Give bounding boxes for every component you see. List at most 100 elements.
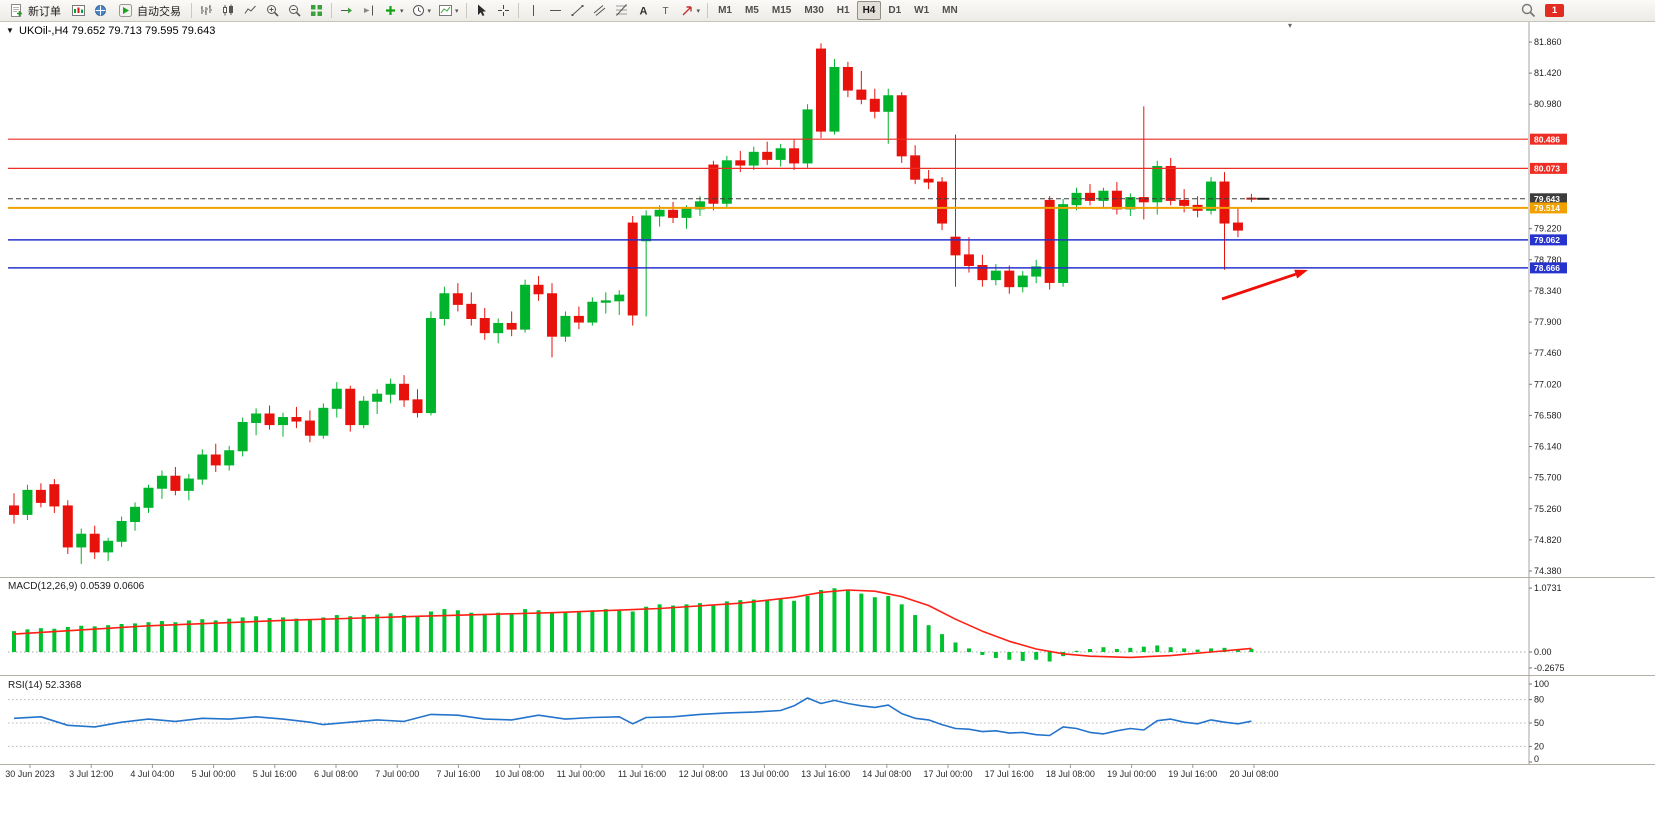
svg-text:11 Jul 00:00: 11 Jul 00:00	[557, 769, 605, 779]
zoom-out-button[interactable]	[284, 2, 305, 20]
arrows-dropdown-caret[interactable]: ▾	[696, 7, 701, 15]
tf-m15-button[interactable]: M15	[766, 1, 797, 20]
new-order-label: 新订单	[28, 5, 61, 18]
autotrading-label: 自动交易	[137, 5, 181, 18]
tile-windows-button[interactable]	[306, 2, 327, 20]
tf-m5-button[interactable]: M5	[739, 1, 765, 20]
rsi-group: 100 80 50 20 0	[8, 679, 1549, 764]
svg-text:74.380: 74.380	[1534, 566, 1562, 576]
new-order-button[interactable]: 新订单	[3, 2, 67, 20]
toolbar-separator	[191, 3, 192, 18]
svg-text:79.062: 79.062	[1534, 235, 1560, 245]
profiles-button[interactable]	[90, 2, 111, 20]
svg-text:5 Jul 16:00: 5 Jul 16:00	[253, 769, 297, 779]
annotation-arrow	[1221, 269, 1308, 301]
indicators-button[interactable]: ▾	[380, 2, 407, 20]
svg-text:74.820: 74.820	[1534, 535, 1562, 545]
autotrading-button[interactable]: 自动交易	[112, 2, 187, 20]
templates-dropdown-caret[interactable]: ▾	[455, 7, 459, 15]
fibonacci-icon	[615, 4, 627, 16]
svg-text:0.00: 0.00	[1534, 647, 1552, 657]
text-label-icon: T	[662, 6, 668, 17]
chart-shift-button[interactable]	[358, 2, 379, 20]
svg-text:79.514: 79.514	[1534, 203, 1560, 213]
svg-text:80.073: 80.073	[1534, 164, 1560, 174]
svg-text:10 Jul 08:00: 10 Jul 08:00	[495, 769, 544, 779]
chart-shift-icon	[364, 5, 373, 16]
crosshair-button[interactable]	[493, 2, 514, 20]
svg-text:13 Jul 00:00: 13 Jul 00:00	[740, 769, 789, 779]
trendline-button[interactable]	[567, 2, 588, 20]
one-click-trading-chevron[interactable]: ▼	[6, 26, 14, 35]
vertical-line-button[interactable]	[523, 2, 544, 20]
svg-text:78.340: 78.340	[1534, 286, 1562, 296]
svg-text:18 Jul 08:00: 18 Jul 08:00	[1046, 769, 1095, 779]
autotrading-icon	[119, 4, 132, 17]
svg-text:17 Jul 16:00: 17 Jul 16:00	[985, 769, 1034, 779]
arrow-tool-icon	[682, 6, 692, 16]
tf-m30-button[interactable]: M30	[798, 1, 829, 20]
svg-text:5 Jul 00:00: 5 Jul 00:00	[192, 769, 236, 779]
fibonacci-button[interactable]	[611, 2, 632, 20]
svg-text:13 Jul 16:00: 13 Jul 16:00	[801, 769, 850, 779]
notification-badge[interactable]: 1	[1545, 4, 1564, 17]
auto-scroll-icon	[341, 7, 352, 14]
tf-h4-button[interactable]: H4	[856, 1, 882, 20]
horizontal-line-button[interactable]	[545, 2, 566, 20]
svg-text:19 Jul 00:00: 19 Jul 00:00	[1107, 769, 1156, 779]
text-tool-button[interactable]: A	[633, 2, 654, 20]
cursor-icon	[477, 4, 486, 16]
new-order-icon	[11, 4, 22, 17]
tf-d1-button[interactable]: D1	[882, 1, 907, 20]
svg-text:19 Jul 16:00: 19 Jul 16:00	[1168, 769, 1217, 779]
tf-h1-button[interactable]: H1	[831, 1, 856, 20]
templates-button[interactable]: ▾	[435, 2, 462, 20]
periods-dropdown-caret[interactable]: ▾	[427, 7, 432, 15]
cursor-button[interactable]	[471, 2, 492, 20]
svg-text:75.260: 75.260	[1534, 504, 1562, 514]
svg-text:11 Jul 16:00: 11 Jul 16:00	[618, 769, 666, 779]
svg-text:T: T	[662, 6, 668, 17]
bar-chart-icon	[201, 5, 212, 15]
candles-group	[9, 43, 1257, 564]
text-label-button[interactable]: T	[655, 2, 676, 20]
search-icon[interactable]	[1520, 2, 1537, 19]
svg-text:14 Jul 08:00: 14 Jul 08:00	[862, 769, 911, 779]
tf-m1-label: M1	[718, 5, 732, 16]
svg-text:80.980: 80.980	[1534, 99, 1562, 109]
zoom-in-button[interactable]	[262, 2, 283, 20]
indicators-add-icon	[386, 6, 395, 15]
svg-text:81.420: 81.420	[1534, 68, 1562, 78]
tf-w1-button[interactable]: W1	[908, 1, 935, 20]
crosshair-icon	[497, 5, 509, 16]
candlestick-chart-button[interactable]	[218, 2, 239, 20]
svg-text:75.700: 75.700	[1534, 473, 1562, 483]
toolbar: 新订单 自动交易	[0, 0, 1655, 22]
bar-chart-button[interactable]	[196, 2, 217, 20]
svg-text:0: 0	[1534, 754, 1539, 764]
auto-scroll-button[interactable]	[336, 2, 357, 20]
time-axis-group: 30 Jun 2023 3 Jul 12:00 4 Jul 04:00 5 Jul 0…	[5, 764, 1279, 779]
level-lines-group	[8, 138, 1528, 269]
toolbar-separator	[517, 3, 519, 18]
arrows-tool-button[interactable]: ▾	[677, 2, 704, 20]
tf-mn-button[interactable]: MN	[936, 1, 964, 20]
svg-text:80.486: 80.486	[1534, 134, 1560, 144]
indicators-dropdown-caret[interactable]: ▾	[400, 7, 404, 15]
periods-button[interactable]: ▾	[408, 2, 435, 20]
chart-dropdown-chevron[interactable]: ▾	[1288, 21, 1293, 30]
channel-button[interactable]	[589, 2, 610, 20]
macd-group: 1.0731 0.00 -0.2675	[8, 583, 1565, 673]
tf-m1-button[interactable]: M1	[712, 1, 738, 20]
trendline-icon	[571, 5, 584, 16]
tf-m5-label: M5	[744, 5, 759, 16]
line-chart-button[interactable]	[240, 2, 261, 20]
svg-text:7 Jul 16:00: 7 Jul 16:00	[436, 769, 480, 779]
svg-text:20: 20	[1534, 741, 1544, 751]
macd-indicator-label: MACD(12,26,9) 0.0539 0.0606	[8, 581, 145, 592]
vertical-line-icon	[532, 5, 534, 16]
chart-windows-button[interactable]	[68, 2, 89, 20]
rsi-indicator-label: RSI(14) 52.3368	[8, 680, 82, 691]
